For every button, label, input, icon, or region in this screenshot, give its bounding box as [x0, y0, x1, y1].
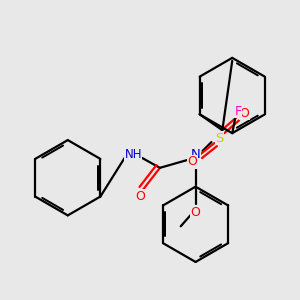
- Text: F: F: [235, 105, 242, 118]
- Text: O: O: [239, 107, 249, 120]
- Text: O: O: [190, 206, 200, 219]
- Text: S: S: [215, 132, 224, 145]
- Text: NH: NH: [124, 148, 142, 161]
- Text: O: O: [188, 155, 197, 168]
- Text: N: N: [191, 148, 200, 161]
- Text: O: O: [135, 190, 145, 203]
